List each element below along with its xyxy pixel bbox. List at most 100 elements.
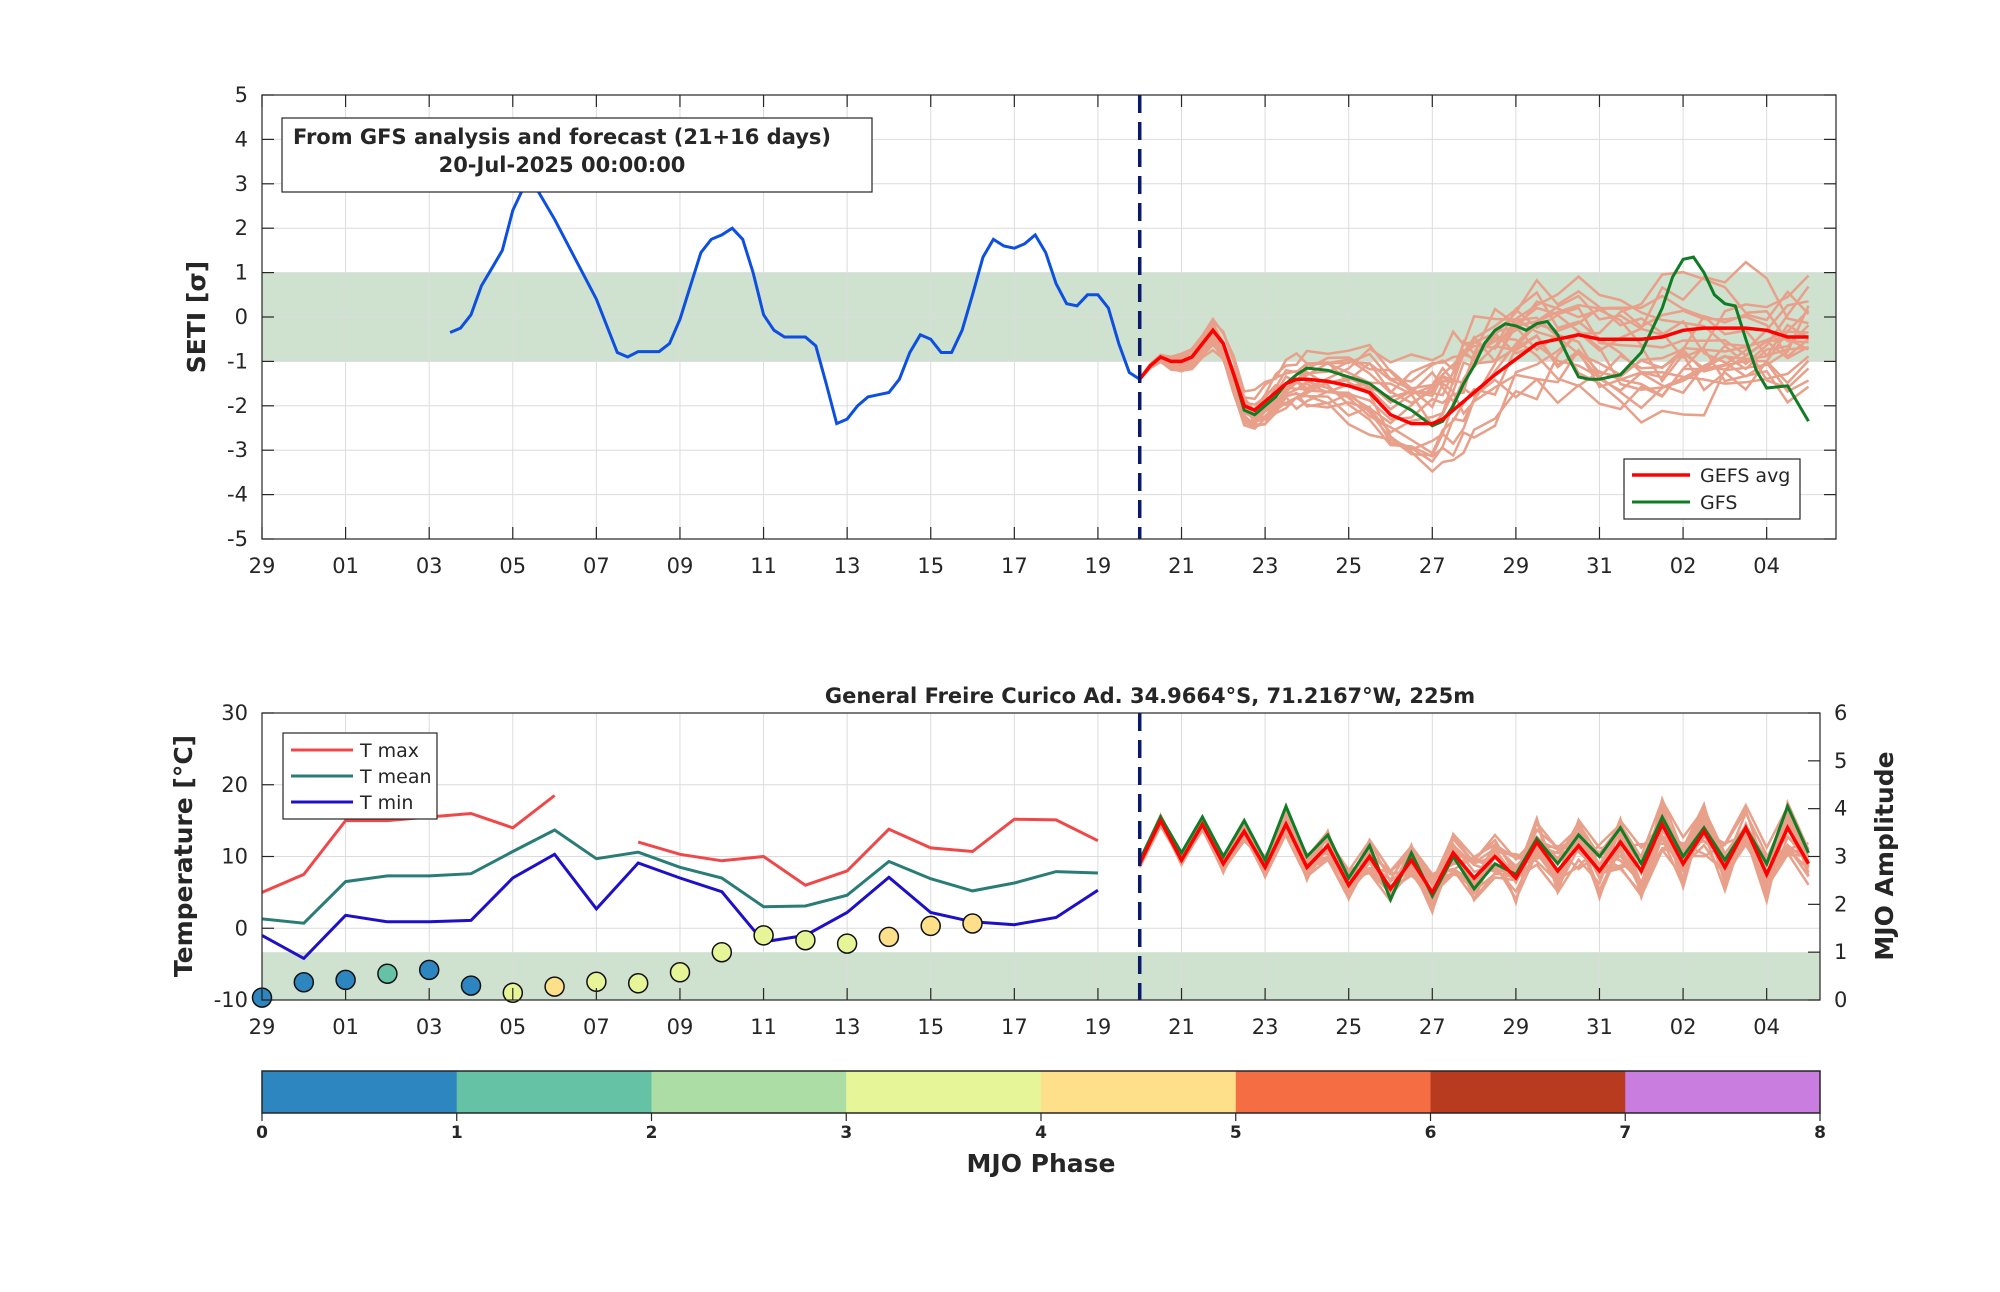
legend-gfs-label: GFS [1700, 492, 1737, 514]
temperature-xtick-label: 29 [1503, 1015, 1530, 1039]
temperature-xtick-label: 23 [1252, 1015, 1279, 1039]
seti-ytick-label: 2 [235, 216, 248, 240]
colorbar-tick-label: 3 [840, 1123, 852, 1143]
temperature-ticks: 29 01 03 05 07 09 11 13 15 17 19 21 23 25 27 29 31 02 0430… [214, 701, 1848, 1039]
mjo-point [377, 963, 398, 984]
temperature-xtick-label: 03 [416, 1015, 443, 1039]
mjo-point [753, 925, 774, 946]
seti-member-line [1138, 300, 1809, 420]
seti-ytick-label: -3 [227, 438, 248, 462]
colorbar-segment [1625, 1071, 1821, 1113]
temperature-xtick-label: 25 [1335, 1015, 1362, 1039]
temperature-xtick-label: 02 [1670, 1015, 1697, 1039]
temperature-xtick-label: 04 [1753, 1015, 1780, 1039]
seti-xtick-label: 23 [1252, 554, 1279, 578]
series-tmax-line [637, 817, 1099, 887]
colorbar-tick-label: 6 [1425, 1123, 1437, 1143]
temperature-gfs-line [1138, 802, 1810, 904]
legend-tmax-label: T max [359, 740, 419, 762]
seti-xtick-label: 13 [834, 554, 861, 578]
seti-xtick-label: 19 [1085, 554, 1112, 578]
temperature-gefs-avg-line [1138, 816, 1811, 896]
seti-ytick-label: -5 [227, 527, 248, 551]
colorbar-segment [651, 1071, 847, 1113]
seti-xtick-label: 31 [1586, 554, 1613, 578]
legend-tmean-label: T mean [359, 766, 432, 788]
series-tmean-line [261, 828, 1098, 925]
seti-xtick-label: 09 [667, 554, 694, 578]
seti-info-box: From GFS analysis and forecast (21+16 da… [281, 117, 873, 193]
seti-member-line [1138, 305, 1810, 427]
seti-xtick-label: 25 [1335, 554, 1362, 578]
mjo-point [293, 972, 315, 993]
seti-xtick-label: 05 [499, 554, 526, 578]
temperature-legend: T max T mean T min [282, 732, 438, 820]
temperature-xtick-label: 27 [1419, 1015, 1446, 1039]
colorbar-segment [846, 1071, 1042, 1113]
mjo-amplitude-band [262, 952, 1820, 1000]
seti-ytick-label: 3 [235, 172, 248, 196]
seti-panel: 29 01 03 05 07 09 11 13 15 17 19 21 23 25 27 29 31 02 0454… [182, 83, 1837, 578]
mjo-ytick-label: 5 [1834, 749, 1847, 773]
temperature-y-axis-label: Temperature [°C] [169, 735, 198, 977]
info-box-frame [281, 117, 873, 193]
colorbar-tick-label: 4 [1035, 1123, 1047, 1143]
seti-analysis-line [449, 181, 1141, 426]
seti-ytick-label: -4 [227, 483, 248, 507]
legend-gefs-avg-label: GEFS avg [1700, 465, 1790, 487]
colorbar-segment [456, 1071, 652, 1113]
mjo-ytick-label: 1 [1834, 940, 1847, 964]
mjo-point [544, 976, 565, 997]
mjo-point [460, 975, 482, 996]
colorbar-tick-label: 7 [1619, 1123, 1631, 1143]
colorbar-tick-label: 5 [1230, 1123, 1242, 1143]
temperature-xtick-label: 29 [249, 1015, 276, 1039]
seti-xtick-label: 21 [1168, 554, 1195, 578]
mjo-point [418, 959, 440, 981]
temperature-xtick-label: 19 [1085, 1015, 1112, 1039]
mjo-phase-colorbar: 0 1 2 3 4 5 6 7 8 MJO Phase [256, 1070, 1826, 1178]
seti-xtick-label: 03 [416, 554, 443, 578]
mjo-ytick-label: 6 [1834, 701, 1847, 725]
colorbar-tick-label: 8 [1814, 1123, 1826, 1143]
legend-tmin-label: T min [359, 792, 413, 814]
temperature-ytick-label: -10 [214, 988, 248, 1012]
mjo-point [795, 929, 816, 951]
series-tmin-line [261, 852, 1099, 961]
seti-legend-frame [1623, 458, 1801, 520]
temperature-xtick-label: 01 [332, 1015, 359, 1039]
mjo-point [878, 926, 900, 948]
seti-xtick-label: 17 [1001, 554, 1028, 578]
temperature-ytick-label: 0 [235, 916, 248, 940]
temperature-xtick-label: 13 [834, 1015, 861, 1039]
seti-xtick-label: 27 [1419, 554, 1446, 578]
seti-member-line [1138, 294, 1809, 456]
temperature-xtick-label: 15 [917, 1015, 944, 1039]
temperature-xtick-label: 31 [1586, 1015, 1613, 1039]
seti-ytick-label: 5 [235, 83, 248, 107]
colorbar-segment [1235, 1071, 1431, 1113]
seti-xtick-label: 02 [1670, 554, 1697, 578]
seti-ticks: 29 01 03 05 07 09 11 13 15 17 19 21 23 25 27 29 31 02 0454… [227, 83, 1836, 578]
mjo-point [711, 941, 733, 963]
mjo-point [920, 915, 941, 937]
mjo-amplitude-axis-label: MJO Amplitude [1870, 751, 1899, 960]
seti-xtick-label: 11 [750, 554, 777, 578]
colorbar-ticks: 0 1 2 3 4 5 6 7 8 [256, 1113, 1826, 1143]
info-box-line1: From GFS analysis and forecast (21+16 da… [293, 125, 831, 149]
seti-member-line [1138, 260, 1809, 474]
temperature-xtick-label: 05 [499, 1015, 526, 1039]
seti-gefs-avg-line [1138, 326, 1809, 426]
seti-xtick-label: 29 [249, 554, 276, 578]
colorbar-label: MJO Phase [967, 1149, 1116, 1178]
temperature-xtick-label: 09 [667, 1015, 694, 1039]
colorbar-segments [262, 1071, 1821, 1113]
mjo-point [669, 962, 691, 983]
seti-ytick-label: 1 [235, 261, 248, 285]
colorbar-tick-label: 1 [451, 1123, 463, 1143]
seti-legend: GEFS avg GFS [1623, 458, 1801, 520]
temperature-xtick-label: 17 [1001, 1015, 1028, 1039]
mjo-ytick-label: 3 [1834, 845, 1847, 869]
mjo-point [627, 973, 649, 994]
